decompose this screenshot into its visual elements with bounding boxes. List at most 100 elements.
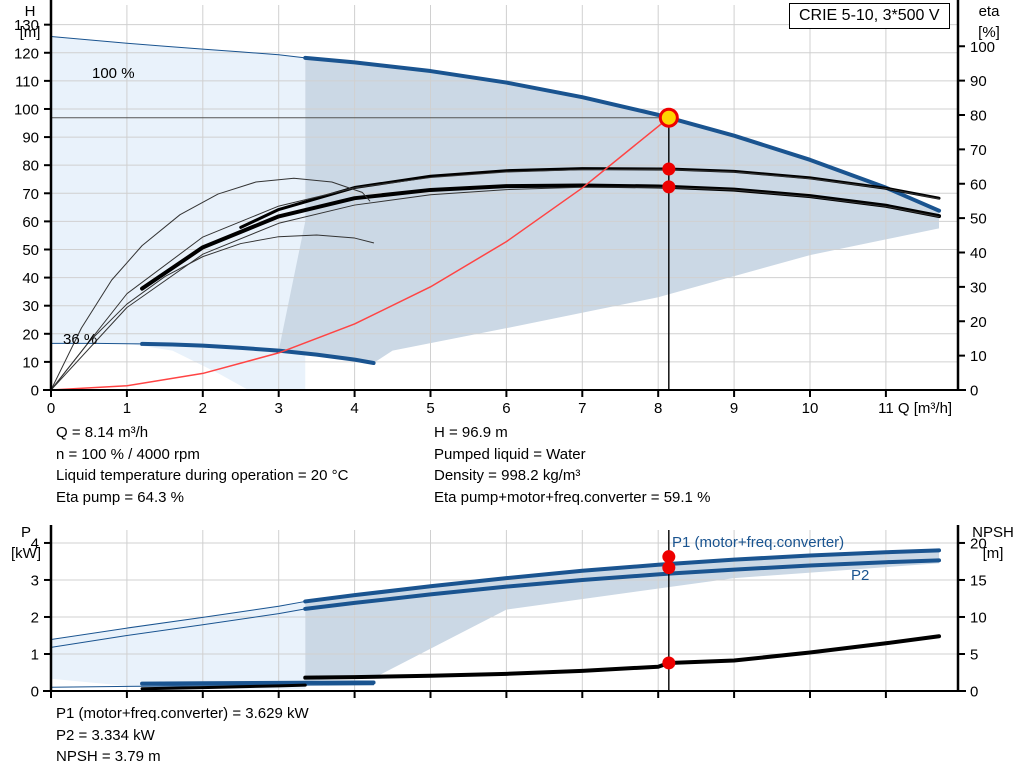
tick-label-left: 3 bbox=[31, 572, 39, 589]
curve-eta-pump-motor-freq-converter bbox=[140, 183, 942, 291]
curve-h-curve-100-thick bbox=[303, 55, 942, 213]
duty-info-right-line-3: Eta pump+motor+freq.converter = 59.1 % bbox=[434, 488, 711, 506]
duty-point-group[interactable] bbox=[662, 530, 676, 691]
tick-label-left: 0 bbox=[31, 684, 39, 701]
speed-envelope-dark bbox=[305, 550, 940, 681]
axis-title-right-line2: [%] bbox=[978, 24, 1000, 41]
tick-label-left: 80 bbox=[22, 158, 39, 175]
curve-p2 bbox=[303, 558, 942, 611]
curve-p1-motor-freq-converter bbox=[303, 548, 942, 604]
curve-p2-thin-extension bbox=[51, 608, 306, 648]
tick-label-bottom: 1 bbox=[123, 400, 131, 417]
duty-info-left: Q = 8.14 m³/h n = 100 % / 4000 rpm Liqui… bbox=[56, 422, 348, 508]
speed-envelope-light bbox=[51, 601, 306, 690]
tick-label-bottom: 6 bbox=[502, 400, 510, 417]
axis-title-left-line1: H bbox=[25, 3, 36, 20]
power-info-line-2: NPSH = 3.79 m bbox=[56, 748, 161, 765]
duty-info-right-line-2: Density = 998.2 kg/m³ bbox=[434, 467, 581, 484]
tick-label-right: 10 bbox=[970, 348, 987, 365]
tick-label-left: 130 bbox=[14, 17, 39, 34]
tick-label-right: 20 bbox=[970, 535, 987, 552]
curve-p2-36 bbox=[51, 684, 375, 688]
tick-label-right: 5 bbox=[970, 646, 978, 663]
tick-label-bottom: 0 bbox=[47, 400, 55, 417]
curve-label-p1: P1 (motor+freq.converter) bbox=[672, 534, 844, 551]
duty-info-right-line-0: H = 96.9 m bbox=[434, 424, 508, 441]
speed-label-100-percent: 100 % bbox=[92, 65, 135, 82]
curve-h-curve-36-thick bbox=[140, 341, 376, 366]
tick-label-left: 0 bbox=[31, 383, 39, 400]
power-npsh-chart[interactable]: 0 1 2 3 4 0 5 10 15 20 P [kW] NPSH [m] P1 (motor+freq.… bbox=[0, 512, 1024, 717]
tick-label-left: 4 bbox=[31, 535, 39, 552]
axis-title-left-line2: [kW] bbox=[11, 545, 41, 562]
power-info-line-0: P1 (motor+freq.converter) = 3.629 kW bbox=[56, 705, 309, 722]
axis-title-right-line2: [m] bbox=[983, 545, 1004, 562]
tick-label-bottom: 10 bbox=[802, 400, 819, 417]
tick-label-right: 100 bbox=[970, 39, 995, 56]
curve-p1-thin-extension bbox=[51, 600, 306, 641]
tick-label-left: 60 bbox=[22, 214, 39, 231]
tick-label-left: 40 bbox=[22, 270, 39, 287]
curve-system-curve bbox=[51, 116, 670, 390]
curve-h-curve-100-thin-extension bbox=[51, 35, 306, 59]
duty-marker-p1 bbox=[662, 550, 676, 564]
tick-label-left: 70 bbox=[22, 186, 39, 203]
axis-titles: H [m] eta [%] Q [m³/h] bbox=[20, 3, 1001, 417]
curve-label-p2: P2 bbox=[851, 567, 869, 584]
tick-label-bottom: 7 bbox=[578, 400, 586, 417]
curve-npsh-thin-low-flow bbox=[140, 683, 307, 691]
tick-label-right: 90 bbox=[970, 73, 987, 90]
tick-label-bottom: 3 bbox=[275, 400, 283, 417]
speed-label-36-percent: 36 % bbox=[63, 331, 97, 348]
tick-label-left: 10 bbox=[22, 354, 39, 371]
duty-point-marker bbox=[658, 107, 679, 128]
axis-titles: P [kW] NPSH [m] bbox=[11, 524, 1014, 562]
tick-label-left: 110 bbox=[15, 73, 39, 90]
tick-label-right: 80 bbox=[970, 108, 987, 125]
duty-point-group[interactable] bbox=[51, 107, 679, 390]
plot-area bbox=[51, 530, 958, 691]
duty-marker-eta-pump bbox=[662, 162, 676, 176]
tick-label-left: 90 bbox=[22, 130, 39, 147]
tick-label-right: 70 bbox=[970, 142, 987, 159]
tick-label-left: 120 bbox=[14, 45, 39, 62]
tick-label-right: 15 bbox=[970, 572, 987, 589]
axis-title-x: Q [m³/h] bbox=[898, 400, 952, 417]
duty-marker-p2 bbox=[662, 561, 676, 575]
duty-info-left-line-1: n = 100 % / 4000 rpm bbox=[56, 445, 200, 463]
tick-label-right: 40 bbox=[970, 245, 987, 262]
tick-label-right: 10 bbox=[970, 609, 987, 626]
speed-envelope-light bbox=[51, 36, 306, 390]
tick-label-left: 1 bbox=[31, 646, 39, 663]
axis-title-right-line1: eta bbox=[979, 3, 1001, 20]
gridlines bbox=[51, 5, 958, 390]
plot-area bbox=[51, 5, 958, 390]
curve-eta-pump-36-thin bbox=[51, 177, 371, 390]
curve-npsh bbox=[303, 634, 942, 680]
tick-label-left: 30 bbox=[22, 298, 39, 315]
curve-eta-envelope-lower-thin bbox=[51, 186, 940, 390]
tick-label-left: 2 bbox=[31, 609, 39, 626]
power-info-line-1: P2 = 3.334 kW bbox=[56, 726, 155, 744]
curve-p1-36 bbox=[140, 680, 376, 686]
tick-label-left: 100 bbox=[14, 101, 39, 118]
pump-model-label: CRIE 5-10, 3*500 V bbox=[799, 7, 940, 24]
tick-label-right: 20 bbox=[970, 314, 987, 331]
curve-h-curve-36-thin-extension bbox=[51, 342, 143, 345]
axes: 0102030405060708090100110120130010203040… bbox=[14, 0, 995, 417]
duty-marker-npsh bbox=[662, 656, 676, 670]
tick-label-bottom: 2 bbox=[199, 400, 207, 417]
tick-label-bottom: 8 bbox=[654, 400, 662, 417]
duty-info-left-line-3: Eta pump = 64.3 % bbox=[56, 488, 184, 506]
head-efficiency-chart[interactable]: 0102030405060708090100110120130010203040… bbox=[0, 0, 1024, 420]
tick-label-right: 50 bbox=[970, 211, 987, 228]
tick-label-left: 50 bbox=[22, 242, 39, 259]
tick-label-right: 0 bbox=[970, 684, 978, 701]
axis-title-right-line1: NPSH bbox=[972, 524, 1014, 541]
duty-info-left-line-0: Q = 8.14 m³/h bbox=[56, 424, 149, 441]
pump-model-title-box: CRIE 5-10, 3*500 V bbox=[789, 3, 950, 29]
duty-marker-eta-total bbox=[662, 180, 676, 194]
curve-eta-total-36-thin bbox=[51, 234, 375, 390]
tick-label-left: 20 bbox=[22, 326, 39, 343]
